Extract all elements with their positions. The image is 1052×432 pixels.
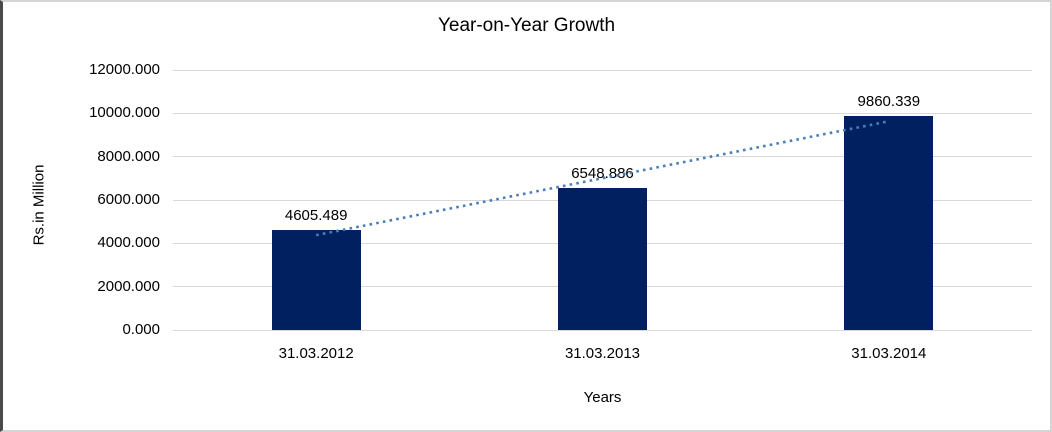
gridline — [173, 329, 1032, 331]
chart-title: Year-on-Year Growth — [437, 15, 616, 36]
y-tick-label: 10000.000 — [89, 104, 160, 122]
x-axis-title: Years — [583, 389, 622, 406]
y-tick-label: 8000.000 — [97, 147, 160, 165]
y-tick-label: 0.000 — [122, 321, 160, 338]
bar-value-label: 9860.339 — [857, 93, 921, 111]
bar-value-label: 6548.886 — [571, 165, 634, 183]
x-tick-label: 31.03.2012 — [278, 345, 354, 362]
y-tick-label: 12000.000 — [89, 61, 160, 78]
bar — [558, 188, 647, 330]
y-tick-label: 4000.000 — [97, 234, 160, 252]
bar — [271, 230, 361, 330]
gridline — [173, 112, 1032, 114]
x-tick-label: 31.03.2014 — [851, 345, 927, 362]
bar — [844, 116, 934, 330]
y-tick-label: 2000.000 — [97, 277, 160, 295]
gridline — [173, 69, 1032, 71]
y-axis-title: Rs.in Million — [30, 164, 48, 246]
y-tick-label: 6000.000 — [97, 191, 160, 208]
bar-value-label: 4605.489 — [284, 207, 348, 225]
x-tick-label: 31.03.2013 — [564, 345, 641, 362]
